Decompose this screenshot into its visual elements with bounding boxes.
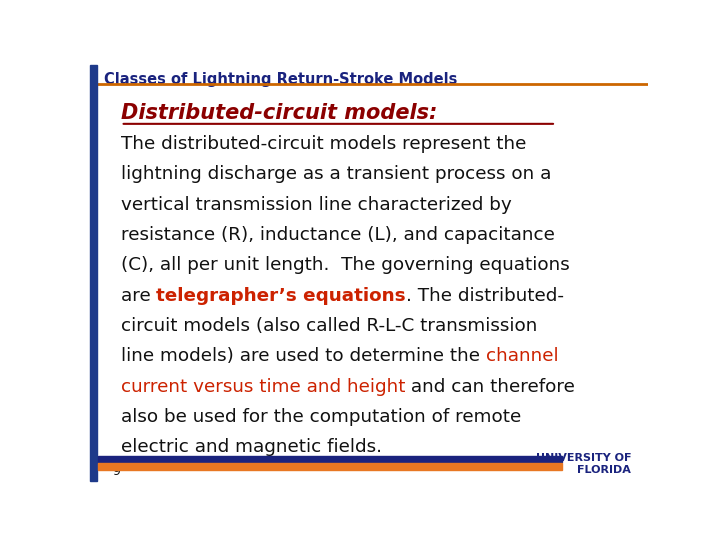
Text: are: are: [121, 287, 156, 305]
Text: . The distributed-: . The distributed-: [406, 287, 564, 305]
Text: resistance (R), inductance (L), and capacitance: resistance (R), inductance (L), and capa…: [121, 226, 554, 244]
Text: lightning discharge as a transient process on a: lightning discharge as a transient proce…: [121, 165, 551, 183]
Text: (C), all per unit length.  The governing equations: (C), all per unit length. The governing …: [121, 256, 570, 274]
Text: telegrapher’s equations: telegrapher’s equations: [156, 287, 406, 305]
Text: Distributed-circuit models:: Distributed-circuit models:: [121, 103, 437, 123]
Text: UNIVERSITY OF
FLORIDA: UNIVERSITY OF FLORIDA: [536, 453, 631, 475]
Bar: [99, 463, 562, 470]
Text: vertical transmission line characterized by: vertical transmission line characterized…: [121, 195, 511, 213]
Bar: [90, 65, 96, 481]
Text: current versus time and height: current versus time and height: [121, 377, 405, 396]
Text: also be used for the computation of remote: also be used for the computation of remo…: [121, 408, 521, 426]
Bar: [99, 456, 562, 462]
Text: line models) are used to determine the: line models) are used to determine the: [121, 347, 485, 365]
Text: 9: 9: [112, 465, 120, 478]
Text: electric and magnetic fields.: electric and magnetic fields.: [121, 438, 382, 456]
Text: Classes of Lightning Return-Stroke Models: Classes of Lightning Return-Stroke Model…: [104, 72, 457, 87]
Text: channel: channel: [485, 347, 558, 365]
Text: circuit models (also called R-L-C transmission: circuit models (also called R-L-C transm…: [121, 317, 537, 335]
Text: The distributed-circuit models represent the: The distributed-circuit models represent…: [121, 135, 526, 153]
Text: and can therefore: and can therefore: [405, 377, 575, 396]
